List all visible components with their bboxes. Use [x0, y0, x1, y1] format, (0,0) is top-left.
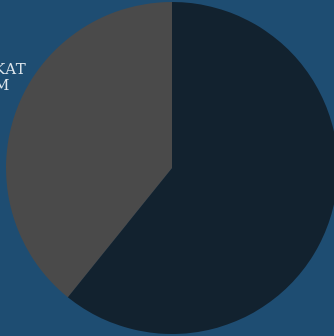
clipped-annotation: KAT M I	[0, 60, 27, 109]
pie-slice-1	[67, 2, 334, 334]
annotation-line-2: M	[0, 75, 10, 94]
annotation-line-3: I	[0, 93, 26, 109]
annotation-line-1: KAT	[0, 60, 27, 78]
pie-slice-2	[6, 2, 173, 298]
